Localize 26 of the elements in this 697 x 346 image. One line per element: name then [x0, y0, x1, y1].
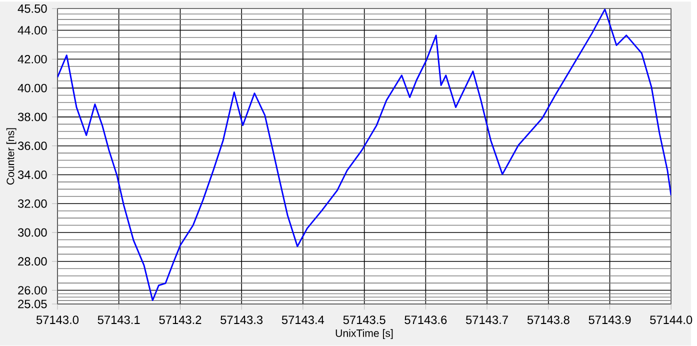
x-tick-label: 57143.0 [36, 316, 79, 324]
line-series [57, 8, 672, 302]
x-tick-label: 57143.2 [159, 316, 202, 324]
x-tick-label: 57143.8 [527, 316, 570, 324]
y-tick-label: 25.05 [18, 300, 47, 308]
y-tick-label: 32.00 [18, 200, 47, 208]
x-tick-label: 57143.4 [282, 316, 324, 324]
y-tick-label: 42.00 [18, 55, 47, 64]
x-tick-label: 57143.6 [404, 316, 447, 324]
y-tick-label: 26.00 [18, 286, 47, 295]
y-tick-label: 44.00 [18, 26, 47, 35]
x-tick-label: 57143.1 [98, 316, 140, 324]
y-tick-label: 40.00 [18, 84, 47, 92]
x-tick-label: 57144.0 [650, 316, 692, 324]
y-tick-label: 28.00 [18, 257, 47, 266]
y-tick-label: 30.00 [18, 228, 47, 237]
y-tick-label: 38.00 [18, 112, 47, 122]
y-axis-title: Counter [ns] [6, 128, 16, 185]
x-tick-label: 57143.9 [588, 316, 631, 324]
y-tick-label: 45.50 [18, 4, 47, 13]
y-tick-label: 36.00 [18, 142, 47, 150]
x-tick-label: 57143.3 [220, 316, 263, 324]
x-tick-label: 57143.7 [466, 316, 508, 324]
x-axis-title: UnixTime [s] [336, 329, 393, 340]
y-tick-label: 34.00 [18, 170, 47, 180]
x-tick-label: 57143.5 [343, 316, 386, 324]
